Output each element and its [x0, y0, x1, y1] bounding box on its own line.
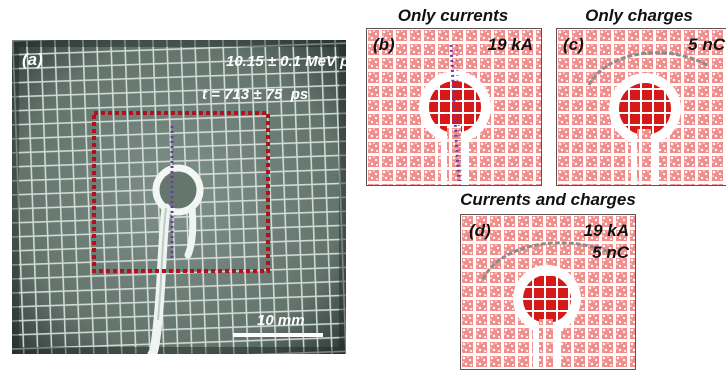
panel-d-radiograph: (d) 19 kA 5 nC: [460, 214, 636, 370]
panel-d-charge: 5 nC: [592, 243, 629, 262]
energy-text: 10.15 ± 0.1 MeV p: [226, 53, 346, 70]
wire-target: [147, 164, 204, 354]
radiograph-c: [557, 29, 726, 185]
time-label: t = 713 ± 75 ps: [202, 86, 309, 103]
panel-c-radiograph: (c) 5 nC: [556, 28, 726, 186]
roi-box: [92, 111, 270, 273]
charge-arc-c: [587, 51, 708, 86]
panel-c-charge: 5 nC: [688, 35, 725, 54]
charge-arc-d: [481, 241, 612, 280]
header-only-currents: Only currents: [397, 6, 509, 25]
panel-b-label: (b): [373, 35, 395, 54]
panel-a-label: (a): [22, 50, 43, 69]
panel-c-label: (c): [563, 35, 584, 54]
radiograph-d: [461, 215, 635, 369]
scale-bar: [233, 333, 323, 337]
panel-a-photo: (a) 10.15 ± 0.1 MeV p+ t = 713 ± 75 ps 1…: [12, 40, 346, 354]
header-currents-and-charges: Currents and charges: [460, 190, 636, 209]
probe-line-b: [449, 44, 461, 182]
radiograph-b: [367, 29, 541, 185]
scale-bar-label: 10 mm: [257, 312, 305, 329]
panel-d-current: 19 kA: [583, 221, 629, 240]
mesh-photo: [12, 40, 346, 354]
header-only-charges: Only charges: [585, 6, 693, 25]
panel-b-current: 19 kA: [487, 35, 533, 54]
panel-d-label: (d): [469, 221, 491, 240]
panel-b-radiograph: (b) 19 kA: [366, 28, 542, 186]
proton-energy-label: 10.15 ± 0.1 MeV p+: [226, 52, 346, 70]
